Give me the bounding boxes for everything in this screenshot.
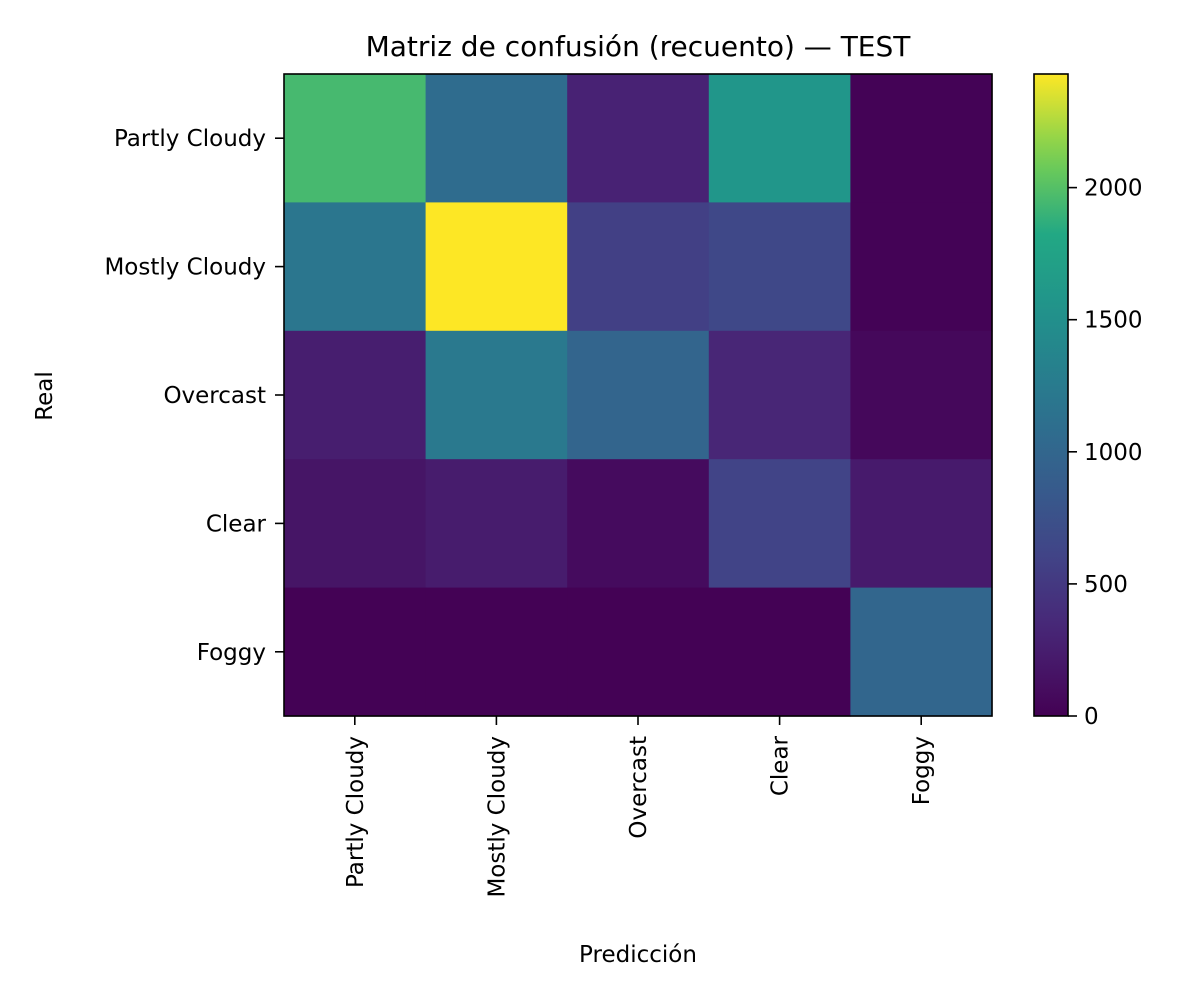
colorbar-tick-label: 0 (1084, 704, 1099, 730)
colorbar (1034, 74, 1068, 716)
heatmap-cell (284, 330, 427, 460)
heatmap-cells (284, 74, 993, 717)
y-axis-ticks: Partly Cloudy Mostly Cloudy Overcast Clear F… (104, 126, 284, 666)
heatmap-cell (284, 459, 427, 589)
heatmap-cell (425, 74, 568, 203)
colorbar-tick-label: 500 (1084, 572, 1128, 598)
heatmap-cell (567, 330, 710, 460)
colorbar-ticks: 0 500 1000 1500 2000 (1068, 176, 1143, 730)
heatmap-cell (284, 74, 427, 203)
y-tick-label: Partly Cloudy (114, 126, 266, 152)
heatmap-cell (567, 459, 710, 589)
colorbar-tick-label: 1500 (1084, 308, 1143, 334)
y-axis-label: Real (32, 371, 58, 421)
heatmap-cell (850, 202, 993, 332)
heatmap-cell (850, 459, 993, 589)
chart-title: Matriz de confusión (recuento) — TEST (366, 30, 912, 63)
colorbar-tick-label: 2000 (1084, 176, 1143, 202)
colorbar-frame (1033, 73, 1069, 717)
x-tick-label: Clear (768, 735, 794, 796)
colorbar-tick-label: 1000 (1084, 440, 1143, 466)
heatmap-cell (708, 459, 851, 589)
x-axis-label: Predicción (579, 942, 697, 968)
heatmap-cell (425, 330, 568, 460)
heatmap-cell (425, 587, 568, 717)
heatmap-cell (850, 330, 993, 460)
x-tick-label: Mostly Cloudy (484, 736, 510, 898)
y-tick-label: Foggy (197, 640, 266, 666)
heatmap-cell (850, 587, 993, 717)
heatmap-cell (708, 202, 851, 332)
heatmap-cell (708, 330, 851, 460)
heatmap-cell (708, 74, 851, 203)
heatmap-cell (567, 587, 710, 717)
heatmap-cell (425, 202, 568, 332)
x-tick-label: Partly Cloudy (343, 736, 369, 888)
heatmap-cell (850, 74, 993, 203)
y-tick-label: Mostly Cloudy (104, 255, 266, 281)
x-tick-label: Overcast (626, 736, 652, 839)
heatmap-cell (708, 587, 851, 717)
y-tick-label: Clear (206, 511, 267, 537)
y-tick-label: Overcast (163, 383, 266, 409)
heatmap-cell (567, 74, 710, 203)
x-axis-ticks: Partly Cloudy Mostly Cloudy Overcast Clear F… (343, 716, 935, 898)
heatmap-cell (284, 202, 427, 332)
heatmap-cell (284, 587, 427, 717)
heatmap-cell (425, 459, 568, 589)
heatmap-cell (567, 202, 710, 332)
x-tick-label: Foggy (909, 736, 935, 805)
